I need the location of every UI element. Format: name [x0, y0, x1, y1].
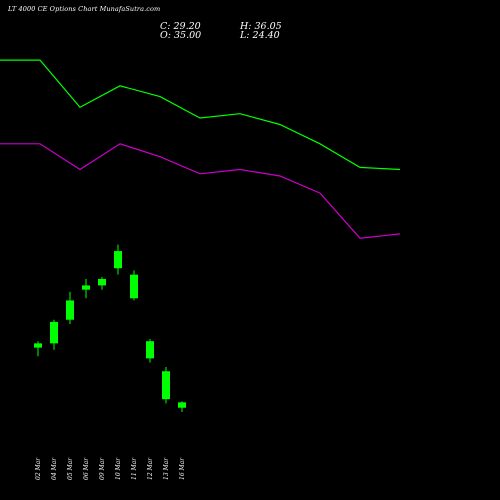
- x-tick-label: 09 Mar: [99, 457, 106, 480]
- x-tick-label: 11 Mar: [131, 457, 138, 480]
- x-tick-label: 13 Mar: [163, 457, 170, 480]
- x-tick-label: 02 Mar: [35, 457, 42, 480]
- x-tick-label: 10 Mar: [115, 457, 122, 480]
- candle-body: [50, 321, 58, 344]
- x-tick-label: 04 Mar: [51, 457, 58, 480]
- candle-body: [162, 371, 170, 400]
- candle-body: [146, 341, 154, 359]
- candle-body: [34, 343, 42, 348]
- upper-band-line: [0, 59, 401, 171]
- x-tick-label: 12 Mar: [147, 457, 154, 480]
- candle-body: [178, 402, 186, 408]
- candle-body: [130, 274, 138, 299]
- chart-title: LT 4000 CE Options Chart MunafaSutra.com: [8, 5, 161, 13]
- candle-body: [66, 300, 74, 320]
- x-tick-label: 16 Mar: [179, 457, 186, 480]
- candle-body: [114, 251, 122, 269]
- candle-body: [82, 285, 90, 290]
- low-value: L: 24.40: [240, 30, 280, 41]
- x-tick-label: 05 Mar: [67, 457, 74, 480]
- x-tick-label: 06 Mar: [83, 457, 90, 480]
- lower-band-line: [0, 143, 401, 239]
- high-value: H: 36.05: [240, 21, 282, 32]
- close-value: C: 29.20: [160, 21, 201, 32]
- open-value: O: 35.00: [160, 30, 202, 41]
- candle-body: [98, 278, 106, 286]
